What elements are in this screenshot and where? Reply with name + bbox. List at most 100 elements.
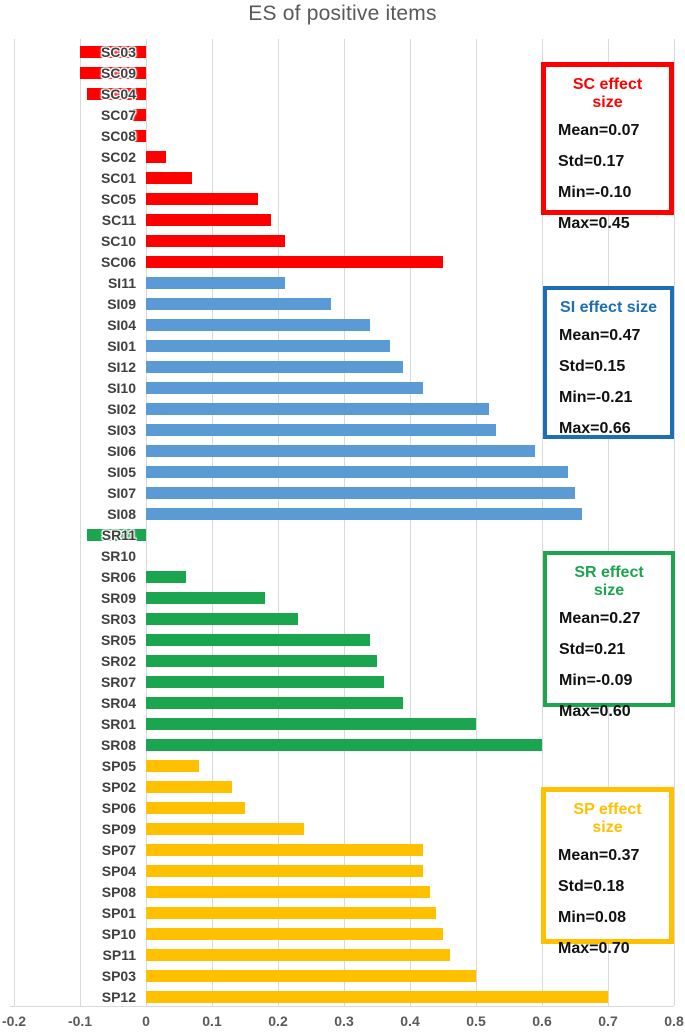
legend-stat-line: Min=-0.10 bbox=[558, 184, 632, 201]
category-label: SR01 bbox=[100, 716, 136, 732]
gridline bbox=[608, 39, 609, 1006]
bar-SC05 bbox=[146, 193, 258, 205]
category-label: SR05 bbox=[100, 632, 136, 648]
legend-stat-line: Std=0.18 bbox=[558, 878, 625, 895]
category-label: SP04 bbox=[101, 863, 136, 879]
gridline bbox=[80, 39, 81, 1006]
legend-stat-line: Mean=0.37 bbox=[558, 847, 640, 864]
legend-stat-line: Max=0.70 bbox=[558, 940, 630, 957]
category-label: SP02 bbox=[101, 779, 136, 795]
bar-SI09 bbox=[146, 298, 331, 310]
gridline bbox=[674, 39, 675, 1006]
bar-SR01 bbox=[146, 718, 476, 730]
category-label: SR02 bbox=[100, 653, 136, 669]
bar-SC01 bbox=[146, 172, 192, 184]
gridline bbox=[344, 39, 345, 1006]
bar-SP08 bbox=[146, 886, 430, 898]
gridline bbox=[542, 39, 543, 1006]
gridline bbox=[476, 39, 477, 1006]
category-label: SC01 bbox=[100, 170, 136, 186]
bar-SC10 bbox=[146, 235, 285, 247]
category-label: SC10 bbox=[100, 233, 136, 249]
category-label: SC07 bbox=[100, 107, 136, 123]
x-tick-label: -0.1 bbox=[67, 1013, 93, 1029]
bar-SI04 bbox=[146, 319, 370, 331]
bar-SC02 bbox=[146, 151, 166, 163]
bar-SP10 bbox=[146, 928, 443, 940]
bar-SC09 bbox=[80, 67, 146, 79]
category-label: SP05 bbox=[101, 758, 136, 774]
category-label: SP12 bbox=[101, 989, 136, 1005]
bar-SR08 bbox=[146, 739, 542, 751]
x-tick-label: 0.2 bbox=[268, 1013, 288, 1029]
bar-SP11 bbox=[146, 949, 450, 961]
category-label: SR04 bbox=[100, 695, 136, 711]
bar-SI02 bbox=[146, 403, 489, 415]
bar-SP07 bbox=[146, 844, 423, 856]
x-tick-label: 0.4 bbox=[400, 1013, 420, 1029]
category-label: SI08 bbox=[107, 506, 136, 522]
bar-SR03 bbox=[146, 613, 298, 625]
x-tick-label: -0.2 bbox=[1, 1013, 27, 1029]
category-label: SC02 bbox=[100, 149, 136, 165]
x-tick-label: 0.5 bbox=[466, 1013, 486, 1029]
category-label: SR07 bbox=[100, 674, 136, 690]
bar-SC06 bbox=[146, 256, 443, 268]
bar-SP04 bbox=[146, 865, 423, 877]
x-tick-label: 0.7 bbox=[598, 1013, 618, 1029]
bar-SP05 bbox=[146, 760, 199, 772]
category-label: SP11 bbox=[102, 947, 136, 963]
x-axis-line bbox=[10, 1006, 674, 1007]
bar-SP12 bbox=[146, 991, 608, 1003]
x-tick-label: 0 bbox=[142, 1013, 150, 1029]
category-label: SI02 bbox=[107, 401, 136, 417]
bar-SI07 bbox=[146, 487, 575, 499]
category-label: SR03 bbox=[100, 611, 136, 627]
bar-SI01 bbox=[146, 340, 390, 352]
bar-SI05 bbox=[146, 466, 568, 478]
bar-SC03 bbox=[80, 46, 146, 58]
category-label: SP10 bbox=[101, 926, 136, 942]
category-label: SR09 bbox=[100, 590, 136, 606]
gridline bbox=[146, 39, 147, 1006]
bar-SR02 bbox=[146, 655, 377, 667]
legend-stat-line: Min=-0.09 bbox=[559, 672, 633, 689]
category-label: SI03 bbox=[107, 422, 136, 438]
bar-SP02 bbox=[146, 781, 232, 793]
legend-stat-line: Mean=0.47 bbox=[559, 327, 641, 344]
bar-SP06 bbox=[146, 802, 245, 814]
category-label: SP06 bbox=[101, 800, 136, 816]
category-label: SR08 bbox=[100, 737, 136, 753]
category-label: SC11 bbox=[101, 212, 136, 228]
gridline bbox=[278, 39, 279, 1006]
category-label: SP01 bbox=[101, 905, 136, 921]
category-label: SI04 bbox=[107, 317, 136, 333]
legend-si: SI effect size Mean=0.47 Std=0.15 Min=-0.21… bbox=[543, 286, 674, 439]
category-label: SC04 bbox=[100, 86, 136, 102]
x-tick-label: 0.1 bbox=[202, 1013, 222, 1029]
category-label: SP09 bbox=[101, 821, 136, 837]
category-label: SI12 bbox=[107, 359, 136, 375]
x-tick-label: 0.8 bbox=[664, 1013, 684, 1029]
bar-SI08 bbox=[146, 508, 582, 520]
category-label: SI10 bbox=[107, 380, 136, 396]
legend-stat-line: Std=0.17 bbox=[558, 153, 625, 170]
legend-stat-line: Max=0.45 bbox=[558, 215, 630, 232]
legend-stat-line: Mean=0.07 bbox=[558, 122, 640, 139]
legend-stat-line: Max=0.66 bbox=[559, 420, 631, 437]
bar-SR04 bbox=[146, 697, 403, 709]
x-tick-label: 0.6 bbox=[532, 1013, 552, 1029]
category-label: SI06 bbox=[107, 443, 136, 459]
legend-title-si: SI effect size bbox=[560, 299, 657, 316]
category-label: SP03 bbox=[101, 968, 136, 984]
legend-title-sp: SP effect size bbox=[573, 801, 642, 836]
bar-SC07 bbox=[133, 109, 146, 121]
category-label: SI11 bbox=[107, 275, 136, 291]
category-label: SI05 bbox=[107, 464, 136, 480]
category-label: SC09 bbox=[100, 65, 136, 81]
bar-SI03 bbox=[146, 424, 496, 436]
bar-SP03 bbox=[146, 970, 476, 982]
category-label: SC03 bbox=[100, 44, 136, 60]
bar-SP09 bbox=[146, 823, 304, 835]
